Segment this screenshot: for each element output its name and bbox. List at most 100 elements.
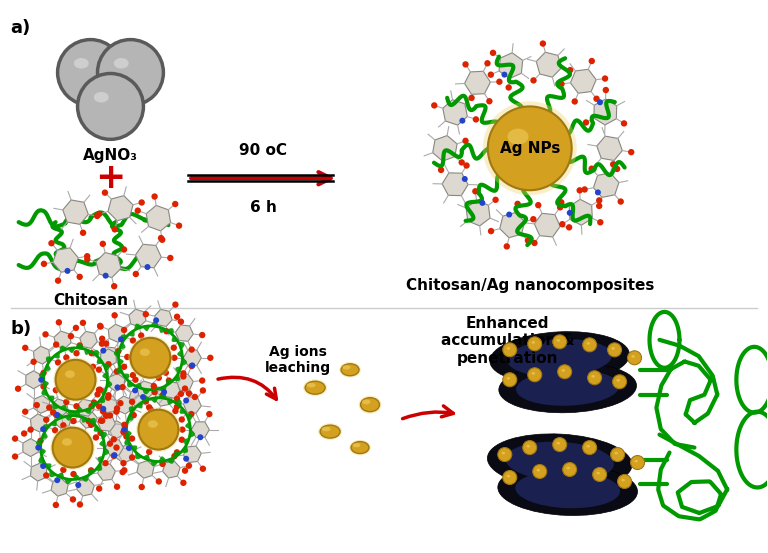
Ellipse shape [65, 371, 75, 378]
Polygon shape [134, 324, 151, 331]
Circle shape [174, 449, 180, 456]
Circle shape [144, 264, 151, 270]
Circle shape [55, 319, 62, 326]
Text: Chitosan/Ag nanocomposites: Chitosan/Ag nanocomposites [406, 278, 654, 293]
Polygon shape [499, 53, 523, 79]
Ellipse shape [322, 427, 330, 431]
Polygon shape [142, 395, 158, 403]
Circle shape [65, 268, 71, 274]
Ellipse shape [488, 434, 632, 489]
Ellipse shape [505, 442, 614, 482]
Circle shape [53, 412, 59, 418]
Circle shape [42, 331, 48, 337]
Polygon shape [151, 321, 167, 333]
Text: Ag ions
leaching: Ag ions leaching [265, 345, 331, 375]
Circle shape [15, 385, 22, 392]
Circle shape [138, 410, 178, 450]
Polygon shape [146, 205, 170, 231]
Polygon shape [163, 461, 180, 478]
Ellipse shape [94, 92, 109, 102]
Circle shape [98, 430, 104, 436]
Circle shape [52, 427, 58, 434]
Polygon shape [465, 71, 491, 95]
Ellipse shape [611, 347, 615, 349]
Circle shape [12, 453, 18, 460]
Circle shape [121, 429, 127, 435]
Polygon shape [108, 372, 127, 388]
Circle shape [131, 412, 137, 419]
Polygon shape [124, 430, 131, 446]
Circle shape [197, 434, 204, 440]
Circle shape [179, 426, 186, 433]
Ellipse shape [587, 445, 590, 447]
Circle shape [98, 324, 104, 330]
Polygon shape [54, 331, 71, 349]
Polygon shape [43, 420, 57, 431]
Circle shape [80, 320, 86, 326]
Polygon shape [122, 414, 134, 430]
Polygon shape [77, 479, 94, 496]
Circle shape [583, 338, 597, 352]
Circle shape [171, 354, 177, 361]
Circle shape [63, 354, 70, 361]
Circle shape [506, 212, 512, 217]
Circle shape [166, 377, 172, 384]
Circle shape [55, 360, 95, 400]
Circle shape [567, 210, 573, 216]
Circle shape [566, 224, 572, 231]
Circle shape [167, 255, 174, 261]
Polygon shape [101, 380, 112, 396]
Circle shape [182, 467, 188, 474]
Polygon shape [46, 352, 60, 364]
Circle shape [199, 377, 205, 384]
Polygon shape [569, 199, 592, 225]
Ellipse shape [621, 479, 625, 482]
Polygon shape [432, 135, 457, 161]
Circle shape [597, 100, 603, 105]
Polygon shape [77, 399, 94, 416]
Circle shape [531, 77, 537, 84]
Circle shape [105, 361, 111, 367]
Ellipse shape [305, 381, 325, 394]
Circle shape [159, 392, 166, 399]
Circle shape [78, 74, 144, 139]
Circle shape [557, 204, 563, 211]
Circle shape [610, 161, 617, 168]
Polygon shape [167, 328, 178, 342]
Circle shape [588, 58, 595, 64]
Text: Enhanced
accumulation &
penetration: Enhanced accumulation & penetration [441, 316, 574, 366]
Circle shape [96, 486, 102, 492]
Circle shape [114, 368, 120, 375]
Circle shape [486, 98, 492, 105]
Polygon shape [23, 439, 38, 457]
Text: +: + [95, 161, 126, 195]
Ellipse shape [359, 395, 382, 414]
Polygon shape [158, 456, 174, 464]
Circle shape [597, 219, 604, 226]
Circle shape [177, 319, 184, 325]
Ellipse shape [507, 347, 510, 349]
Circle shape [171, 453, 177, 460]
Circle shape [161, 389, 167, 395]
Circle shape [96, 387, 102, 393]
Circle shape [503, 343, 517, 357]
Circle shape [91, 399, 98, 406]
Circle shape [180, 373, 187, 379]
Circle shape [496, 79, 502, 85]
Circle shape [172, 201, 178, 207]
Circle shape [504, 243, 510, 249]
Ellipse shape [343, 366, 350, 369]
Circle shape [463, 163, 470, 169]
Polygon shape [158, 393, 174, 405]
Circle shape [174, 395, 180, 402]
Polygon shape [116, 445, 133, 463]
Circle shape [473, 116, 479, 123]
Circle shape [593, 467, 607, 482]
Polygon shape [129, 309, 146, 327]
Polygon shape [99, 431, 107, 447]
Polygon shape [108, 196, 133, 221]
Polygon shape [51, 399, 68, 416]
Circle shape [111, 283, 118, 289]
Text: a): a) [11, 19, 31, 36]
Circle shape [571, 98, 578, 105]
